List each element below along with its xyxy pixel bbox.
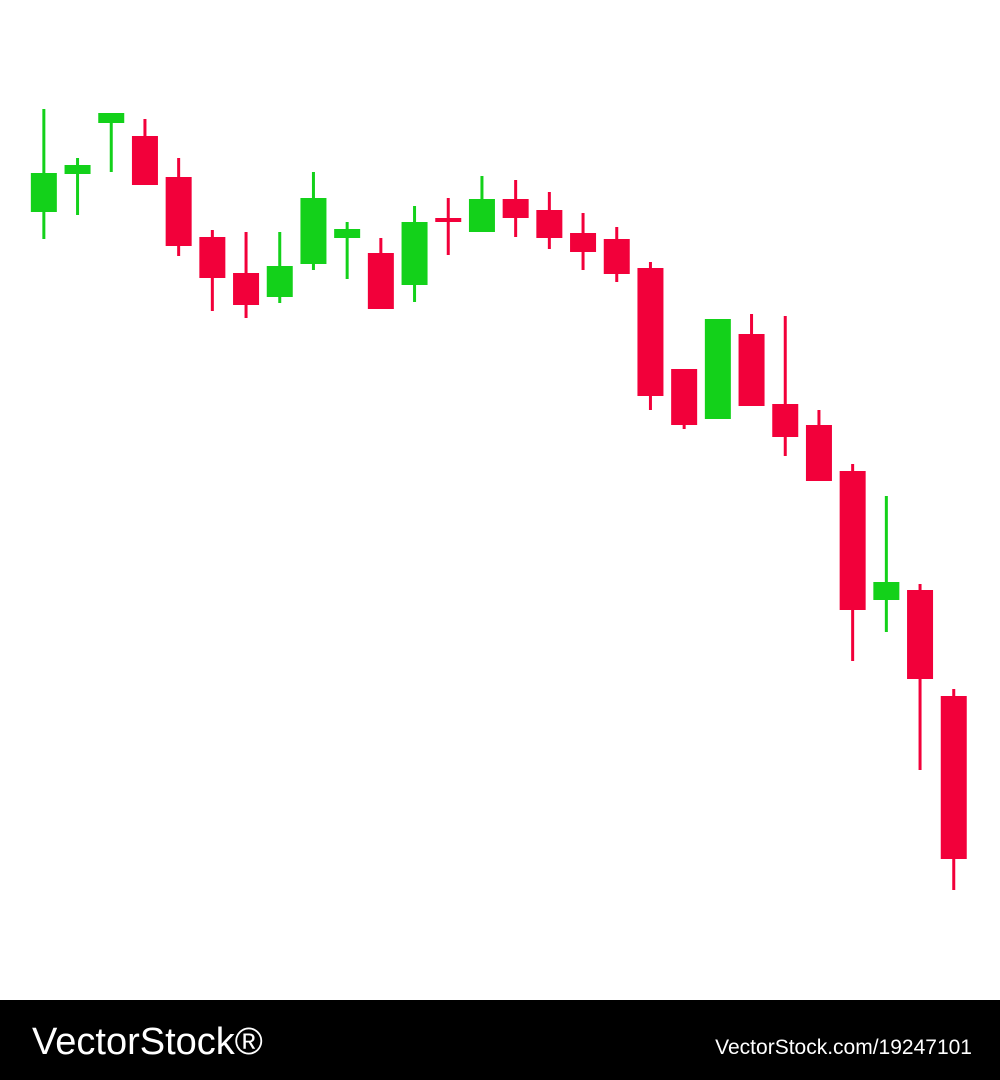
- candle-body: [772, 404, 799, 437]
- footer-bar: [0, 1000, 1000, 1080]
- candle-body: [199, 237, 226, 278]
- candle-body: [873, 582, 900, 600]
- candle-body: [233, 273, 260, 305]
- url: VectorStock.com/19247101: [715, 1036, 972, 1059]
- candle-body: [266, 266, 293, 297]
- candle-body: [64, 165, 91, 174]
- candle-body: [907, 590, 934, 679]
- candle-body: [805, 425, 832, 481]
- candle-body: [502, 199, 529, 218]
- candle-body: [536, 210, 563, 238]
- candle-body: [637, 268, 664, 396]
- candle-body: [839, 471, 866, 610]
- candle-body: [30, 173, 57, 212]
- candle-body: [367, 253, 394, 309]
- candle-body: [940, 696, 967, 859]
- candle-body: [671, 369, 698, 425]
- candle-body: [165, 177, 192, 246]
- brand: VectorStock®: [32, 1021, 263, 1063]
- plot-background: [0, 0, 1000, 1000]
- candle-body: [300, 198, 327, 264]
- candle-body: [738, 334, 765, 406]
- candle-body: [435, 218, 462, 222]
- candle-body: [131, 136, 158, 185]
- candle-body: [704, 319, 731, 419]
- candle-body: [401, 222, 428, 285]
- candle-body: [98, 113, 125, 123]
- candle-body: [603, 239, 630, 274]
- candle-body: [570, 233, 597, 252]
- candle-body: [468, 199, 495, 232]
- candle-body: [334, 229, 361, 238]
